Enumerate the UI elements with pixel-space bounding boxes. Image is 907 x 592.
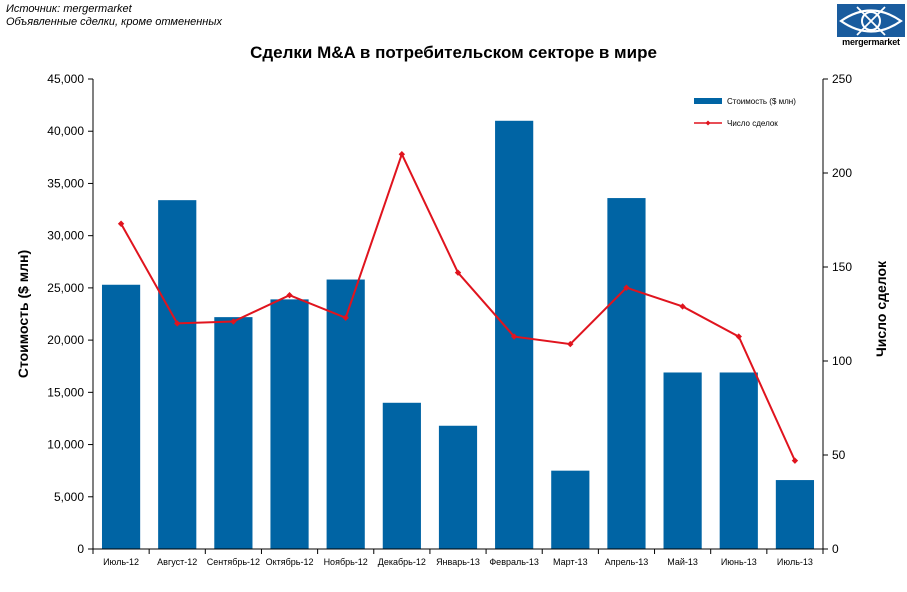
x-tick-label: Июль-12 xyxy=(103,557,139,567)
x-tick-label: Март-13 xyxy=(553,557,588,567)
line-point xyxy=(174,320,181,327)
legend-swatch-marker xyxy=(705,120,711,126)
line-point xyxy=(791,457,799,464)
legend-label-line: Число сделок xyxy=(727,119,778,128)
mergermarket-logo: mergermarket xyxy=(837,4,905,48)
legend-label-bar: Стоимость ($ млн) xyxy=(727,97,796,106)
y-tick-label: 30,000 xyxy=(47,229,84,243)
bar xyxy=(551,470,590,549)
logo-wordmark: mergermarket xyxy=(842,37,900,47)
source-line-1: Источник: mergermarket xyxy=(6,3,132,15)
logo-eye-line-2 xyxy=(856,6,886,36)
line-point xyxy=(286,292,293,299)
bar xyxy=(270,299,309,549)
y-right-tick-label: 200 xyxy=(832,166,852,180)
bar xyxy=(214,317,253,549)
line-point xyxy=(342,314,349,321)
x-tick-label: Июль-13 xyxy=(777,557,813,567)
bar xyxy=(158,200,197,549)
bar xyxy=(438,425,478,549)
line-point xyxy=(454,269,462,276)
y-tick-label: 20,000 xyxy=(47,333,84,347)
line-point xyxy=(230,318,237,325)
eye-logo-icon xyxy=(837,4,905,37)
y-tick-label: 5,000 xyxy=(54,490,84,504)
y-tick-label: 0 xyxy=(77,542,84,556)
bar xyxy=(326,279,365,549)
x-tick-label: Январь-13 xyxy=(436,557,480,567)
bar xyxy=(607,198,646,550)
y-tick-label: 35,000 xyxy=(47,176,84,190)
legend-swatch-bar xyxy=(694,98,722,104)
x-tick-label: Апрель-13 xyxy=(605,557,649,567)
chart-title: Сделки M&A в потребительском секторе в м… xyxy=(250,43,657,62)
line-point xyxy=(735,333,742,340)
bar xyxy=(775,480,815,549)
line-point xyxy=(398,151,406,158)
bar xyxy=(101,284,141,549)
x-tick-label: Сентябрь-12 xyxy=(207,557,260,567)
x-tick-label: Октябрь-12 xyxy=(266,557,314,567)
y-axis-title: Стоимость ($ млн) xyxy=(15,250,31,378)
logo-eye-outline xyxy=(839,9,903,33)
y-right-axis-title: Число сделок xyxy=(873,260,889,357)
line-point xyxy=(510,333,518,340)
x-tick-label: Декабрь-12 xyxy=(378,557,426,567)
y-right-tick-label: 100 xyxy=(832,354,852,368)
line-point xyxy=(679,303,686,310)
line-point xyxy=(567,340,574,348)
x-tick-label: Июнь-13 xyxy=(721,557,757,567)
bar xyxy=(663,372,702,549)
x-tick-label: Ноябрь-12 xyxy=(324,557,368,567)
y-right-tick-label: 250 xyxy=(832,72,852,86)
y-tick-label: 40,000 xyxy=(47,124,84,138)
x-tick-label: Август-12 xyxy=(157,557,197,567)
x-tick-label: Февраль-13 xyxy=(489,557,539,567)
y-right-tick-label: 50 xyxy=(832,448,846,462)
source-note: Источник: mergermarket Объявленные сделк… xyxy=(6,3,222,29)
y-tick-label: 10,000 xyxy=(47,438,84,452)
logo-eye-iris xyxy=(861,11,881,31)
line-point xyxy=(623,284,630,291)
bar xyxy=(719,372,758,549)
y-tick-label: 45,000 xyxy=(47,72,84,86)
bar xyxy=(382,402,421,549)
x-tick-label: Май-13 xyxy=(667,557,698,567)
y-right-tick-label: 0 xyxy=(832,542,839,556)
y-right-tick-label: 150 xyxy=(832,260,852,274)
y-tick-label: 25,000 xyxy=(47,281,84,295)
source-line-2: Объявленные сделки, кроме отмененных xyxy=(6,16,222,28)
y-tick-label: 15,000 xyxy=(47,385,84,399)
line-point xyxy=(117,220,125,227)
